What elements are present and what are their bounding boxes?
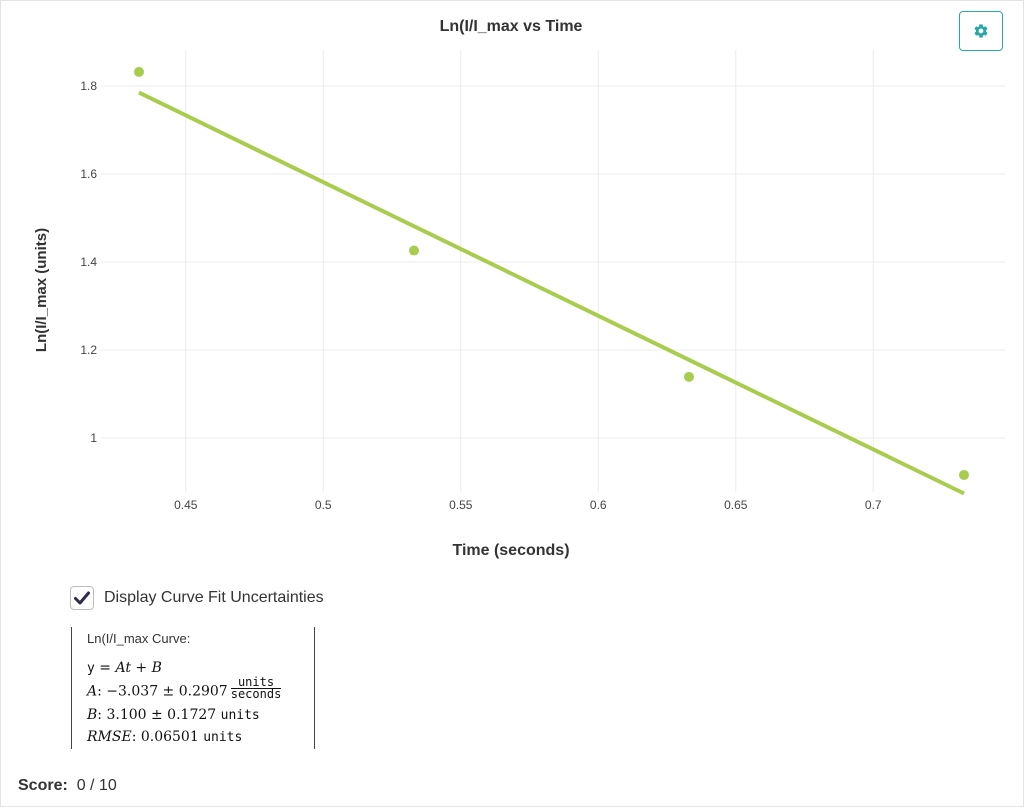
- param-a-unit-num: units: [230, 676, 282, 689]
- data-point: [959, 469, 969, 480]
- y-tick-label: 1.2: [80, 343, 97, 357]
- x-tick-label: 0.7: [865, 498, 882, 512]
- data-points: [134, 66, 969, 480]
- param-b-value: : 3.100 ± 0.1727: [97, 707, 217, 723]
- param-a-label: A: [87, 683, 98, 700]
- chart-title: Ln(I/I_max vs Time: [440, 18, 583, 35]
- checkmark-icon: [74, 591, 90, 605]
- equation-y: y: [87, 661, 95, 676]
- param-b-unit: units: [220, 708, 260, 723]
- y-tick-label: 1: [90, 431, 97, 445]
- y-axis-label: Ln(I/I_max (units): [33, 228, 50, 352]
- fit-line: [138, 90, 965, 496]
- x-tick-label: 0.5: [315, 498, 332, 512]
- x-tick-label: 0.55: [449, 498, 473, 512]
- uncertainty-toggle[interactable]: Display Curve Fit Uncertainties: [70, 586, 324, 610]
- data-point: [134, 66, 144, 77]
- param-a-unit-den: seconds: [230, 687, 282, 701]
- rmse-value: : 0.06501: [131, 729, 199, 745]
- param-a-unit: units seconds: [230, 676, 282, 701]
- y-tick-label: 1.6: [80, 167, 97, 181]
- chart: Ln(I/I_max vs Time 0.45 0.5 0.55 0.6 0.65 0.7…: [33, 18, 1005, 559]
- x-tick-label: 0.65: [724, 498, 748, 512]
- fit-summary-box: Ln(I/I_max Curve: y = At + B A: −3.037 ±…: [71, 627, 315, 749]
- x-tick-label: 0.6: [590, 498, 607, 512]
- y-tick-label: 1.8: [80, 79, 97, 93]
- x-axis: 0.45 0.5 0.55 0.6 0.65 0.7: [174, 498, 882, 512]
- score-label: Score:: [18, 777, 68, 794]
- rmse-label: RMSE: [87, 729, 132, 745]
- fit-rmse: RMSE: 0.06501 units: [87, 729, 242, 745]
- param-b-label: B: [87, 707, 98, 723]
- score: Score: 0 / 10: [18, 777, 117, 795]
- fit-equation: y = At + B: [87, 660, 162, 676]
- gear-icon: [974, 24, 988, 38]
- data-point: [409, 245, 419, 256]
- y-tick-label: 1.4: [80, 255, 97, 269]
- fit-param-a: A: −3.037 ± 0.2907 units seconds: [87, 676, 282, 703]
- fit-param-b: B: 3.100 ± 0.1727 units: [87, 707, 260, 723]
- param-a-value: : −3.037 ± 0.2907: [97, 683, 228, 700]
- fit-line-group: [138, 90, 965, 496]
- chart-grid: [101, 50, 1005, 492]
- rmse-unit: units: [203, 730, 243, 745]
- equation-rhs: = At + B: [99, 660, 162, 676]
- settings-button[interactable]: [959, 11, 1003, 51]
- x-axis-label: Time (seconds): [452, 542, 569, 559]
- score-value: 0 / 10: [76, 777, 117, 794]
- uncertainty-label: Display Curve Fit Uncertainties: [104, 589, 324, 606]
- data-point: [684, 371, 694, 382]
- fit-summary-title: Ln(I/I_max Curve:: [87, 631, 191, 646]
- uncertainty-checkbox[interactable]: [70, 586, 94, 610]
- x-tick-label: 0.45: [174, 498, 198, 512]
- y-axis: 1 1.2 1.4 1.6 1.8: [80, 79, 97, 445]
